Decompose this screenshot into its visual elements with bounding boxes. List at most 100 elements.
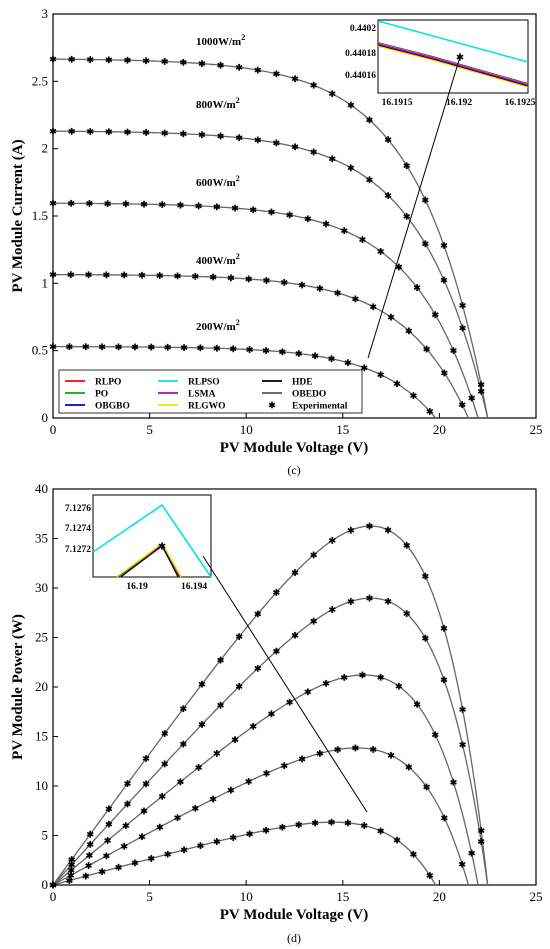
inset-c-ytick: 0.44018	[345, 49, 376, 59]
marker-stroke	[440, 625, 448, 631]
experimental-marker	[217, 656, 224, 664]
marker-stroke	[86, 831, 94, 837]
marker-stroke	[322, 680, 330, 686]
x-tick-label: 20	[433, 422, 446, 437]
iv-curve-line	[53, 345, 437, 419]
experimental-marker	[164, 343, 172, 351]
marker-stroke	[217, 657, 224, 663]
marker-stroke	[68, 128, 75, 134]
iv-curve-line	[52, 273, 469, 419]
marker-stroke	[213, 750, 221, 756]
marker-stroke	[278, 349, 286, 355]
experimental-marker	[254, 664, 262, 672]
marker-stroke	[104, 201, 111, 207]
marker-stroke	[273, 648, 280, 654]
experimental-marker	[304, 688, 312, 696]
x-tick-label: 15	[336, 889, 349, 904]
experimental-marker	[410, 850, 417, 858]
experimental-marker	[86, 830, 94, 838]
x-tick-label: 5	[146, 422, 153, 437]
experimental-marker	[131, 859, 139, 867]
marker-stroke	[328, 91, 336, 97]
experimental-marker	[459, 741, 466, 749]
marker-stroke	[273, 140, 280, 146]
chart-c-xlabel: PV Module Voltage (V)	[220, 440, 368, 456]
marker-stroke	[67, 867, 75, 873]
experimental-marker	[68, 55, 75, 63]
experimental-marker	[115, 343, 122, 351]
marker-stroke	[120, 843, 128, 849]
experimental-marker	[458, 860, 466, 868]
experimental-marker	[213, 838, 221, 845]
experimental-marker	[450, 778, 457, 786]
inset-d-xtick: 16.19	[126, 582, 148, 592]
experimental-marker	[122, 200, 130, 208]
x-tick-label: 25	[530, 889, 543, 904]
experimental-marker	[98, 343, 106, 351]
experimental-marker	[198, 721, 206, 728]
experimental-marker	[295, 350, 303, 357]
experimental-marker	[384, 192, 392, 199]
inset-d-xtick: 16.194	[181, 582, 207, 592]
marker-stroke	[426, 873, 434, 878]
marker-stroke	[387, 314, 395, 320]
experimental-marker	[384, 526, 392, 534]
marker-stroke	[360, 823, 368, 828]
experimental-marker	[477, 381, 485, 389]
marker-stroke	[164, 851, 172, 857]
chart-c-legend: RLPO RLPSO HDE PO LSMA OBEDO OBGBO RLGWO Experim…	[58, 369, 363, 414]
marker-stroke	[179, 741, 187, 747]
marker-stroke	[334, 747, 341, 752]
experimental-marker	[82, 872, 90, 880]
marker-stroke	[280, 763, 288, 769]
experimental-marker	[421, 240, 429, 248]
experimental-marker	[440, 369, 448, 377]
marker-stroke	[360, 365, 368, 371]
marker-stroke	[161, 59, 169, 64]
x-tick-label: 0	[50, 422, 57, 437]
y-tick-label: 0	[42, 877, 49, 892]
experimental-marker	[217, 701, 224, 709]
x-tick-label: 10	[240, 889, 253, 904]
marker-stroke	[174, 273, 181, 279]
chart-c-markers	[49, 55, 485, 415]
marker-stroke	[366, 595, 373, 601]
marker-stroke	[286, 212, 294, 218]
experimental-marker	[405, 763, 413, 771]
experimental-marker	[158, 201, 166, 208]
marker-stroke	[198, 681, 206, 687]
inset-c-rlgwo-line	[377, 45, 529, 88]
experimental-marker	[393, 836, 401, 844]
experimental-marker	[440, 814, 448, 822]
marker-stroke	[405, 328, 413, 334]
experimental-marker	[403, 610, 411, 617]
experimental-marker	[156, 823, 164, 831]
marker-stroke	[105, 57, 113, 63]
marker-stroke	[142, 781, 150, 787]
experimental-marker	[352, 295, 359, 303]
marker-stroke	[217, 133, 224, 139]
marker-stroke	[49, 200, 57, 206]
marker-stroke	[161, 761, 169, 767]
experimental-marker	[334, 746, 341, 753]
experimental-marker	[245, 275, 253, 283]
marker-stroke	[268, 711, 275, 717]
irradiance-label: 200W/m2	[196, 318, 240, 333]
inset-c-xtick: 16.1925	[505, 98, 536, 108]
experimental-marker	[477, 387, 485, 395]
marker-stroke	[423, 346, 430, 352]
experimental-marker	[67, 199, 75, 207]
marker-stroke	[122, 823, 130, 829]
iv-curve-line	[52, 202, 479, 419]
marker-stroke	[68, 862, 75, 868]
experimental-marker	[344, 359, 352, 367]
inset-c-ytick: 0.44016	[345, 71, 376, 81]
marker-stroke	[98, 869, 106, 875]
experimental-marker	[161, 129, 169, 137]
marker-stroke	[177, 202, 184, 208]
experimental-marker	[209, 795, 217, 803]
experimental-marker	[384, 597, 392, 605]
y-tick-label: 30	[35, 580, 48, 595]
marker-stroke	[197, 843, 204, 849]
marker-stroke	[164, 344, 172, 350]
